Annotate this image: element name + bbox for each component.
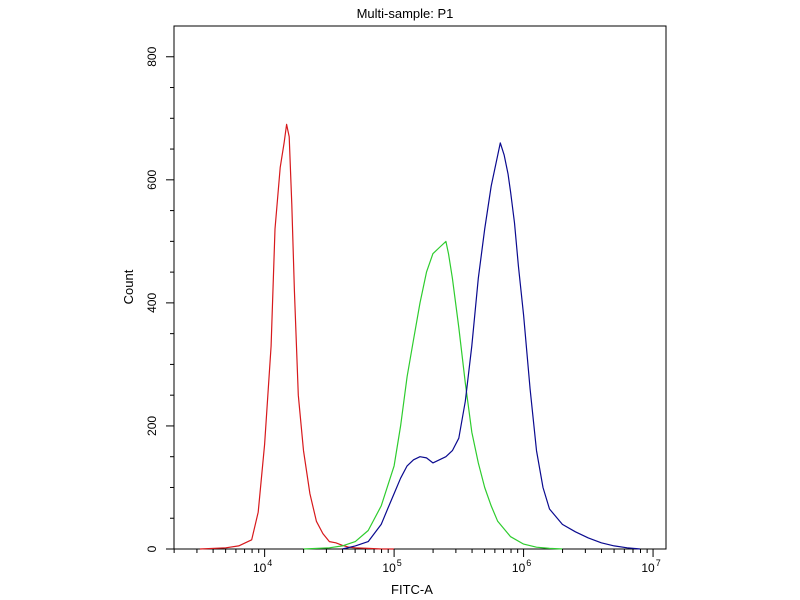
- histogram-curves: [199, 123, 641, 550]
- plot-frame: [173, 25, 667, 550]
- x-tick-label: 104: [253, 558, 272, 575]
- series-red-line: [199, 123, 395, 550]
- series-blue-line: [342, 142, 641, 550]
- y-tick-label: 600: [145, 169, 159, 189]
- series-green-line: [303, 240, 563, 550]
- chart-title: Multi-sample: P1: [357, 6, 454, 21]
- x-tick-label: 107: [641, 558, 660, 575]
- x-tick-label: 105: [382, 558, 401, 575]
- y-tick-label: 400: [145, 293, 159, 313]
- y-tick-label: 0: [145, 545, 159, 552]
- x-tick-label: 106: [512, 558, 531, 575]
- y-axis: 0 200 400 600 800: [145, 46, 174, 552]
- x-axis-label: FITC-A: [391, 582, 433, 597]
- y-axis-label: Count: [121, 269, 136, 304]
- y-tick-label: 800: [145, 46, 159, 66]
- x-axis: 104 105 106 107: [173, 549, 661, 575]
- y-tick-label: 200: [145, 416, 159, 436]
